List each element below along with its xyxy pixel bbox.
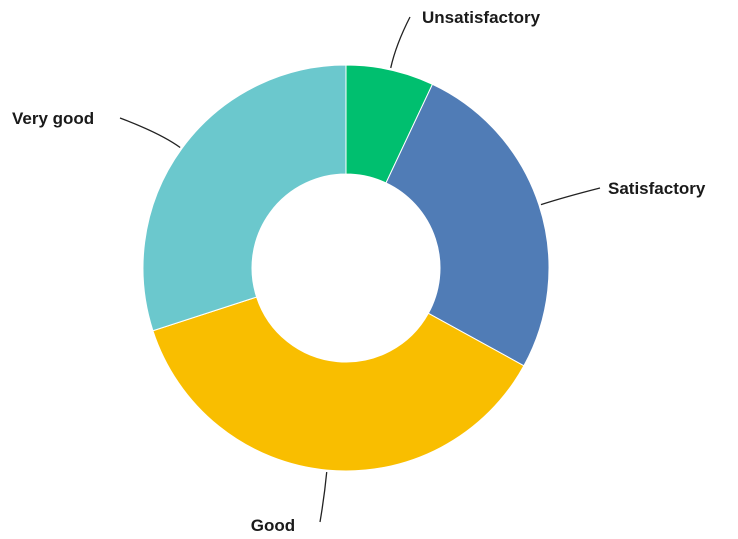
- slice-label-very-good: Very good: [12, 109, 94, 128]
- leader-lines: [119, 16, 601, 523]
- slice-label-unsatisfactory: Unsatisfactory: [422, 8, 541, 27]
- leader-line-good: [319, 472, 328, 523]
- slice-label-good: Good: [251, 516, 295, 535]
- leader-line-very-good: [119, 117, 181, 149]
- slice-good: [152, 296, 525, 472]
- slice-satisfactory: [385, 83, 550, 367]
- slice-labels: Unsatisfactory Satisfactory Good Very good: [12, 8, 706, 535]
- leader-line-satisfactory: [540, 187, 601, 206]
- leader-line-unsatisfactory: [390, 16, 411, 69]
- slice-label-satisfactory: Satisfactory: [608, 179, 706, 198]
- slice-very-good: [142, 64, 347, 332]
- donut-slices: [142, 64, 550, 472]
